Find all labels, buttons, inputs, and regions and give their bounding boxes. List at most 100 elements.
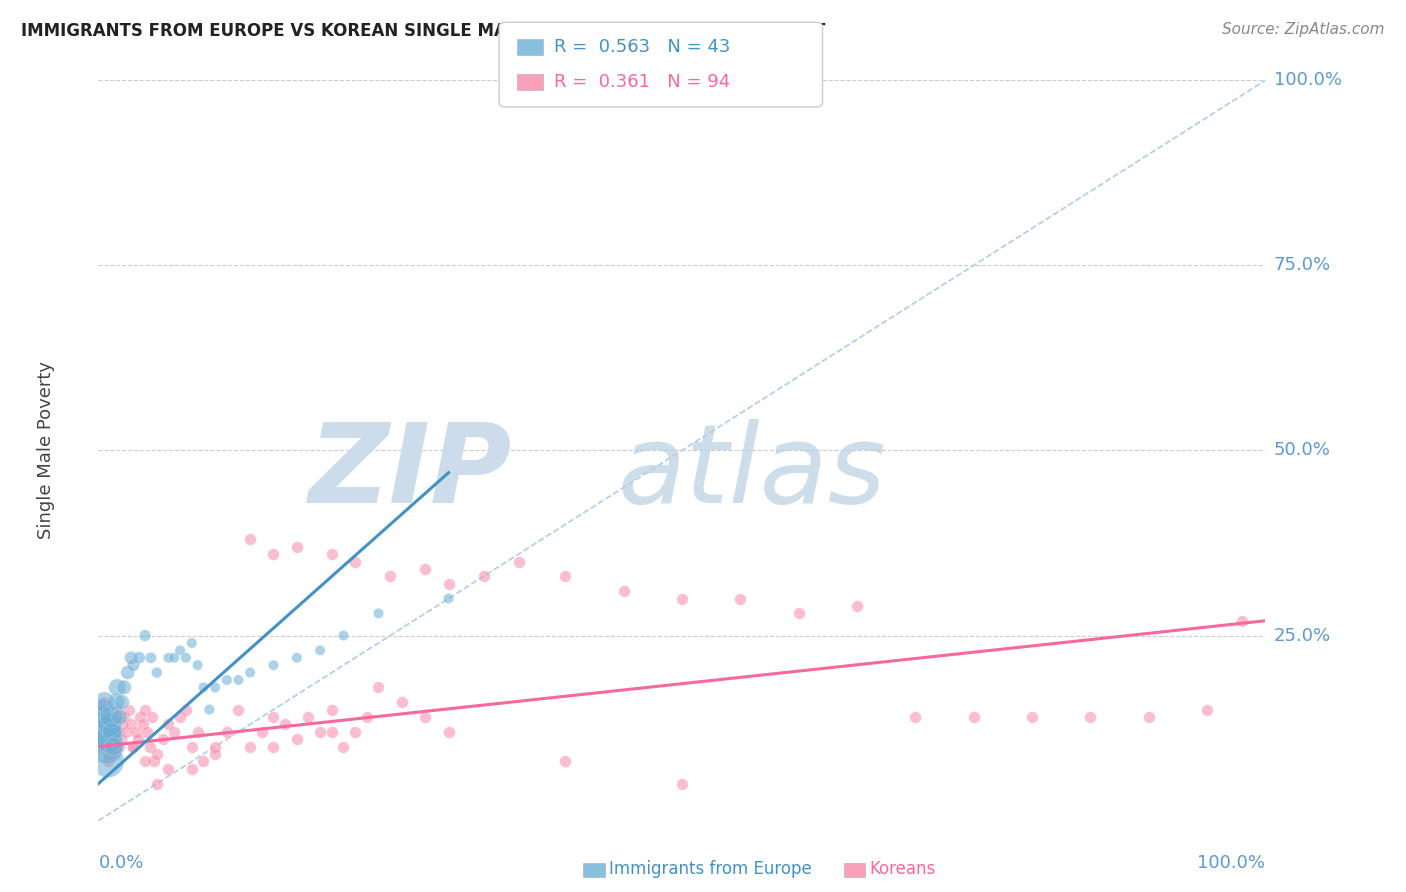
Point [90, 739, 112, 754]
Point [239, 533, 262, 547]
Point [163, 650, 186, 665]
Point [134, 703, 156, 717]
Point [193, 681, 215, 695]
Point [98, 717, 121, 731]
Point [262, 739, 284, 754]
Point [129, 710, 152, 724]
Point [187, 724, 209, 739]
Point [93, 695, 115, 709]
Point [174, 650, 197, 665]
Point [180, 739, 202, 754]
Point [204, 681, 226, 695]
Point [332, 739, 354, 754]
Point [309, 724, 332, 739]
Point [97, 755, 120, 769]
Point [146, 776, 169, 791]
Point [321, 703, 343, 717]
Point [262, 710, 284, 724]
Point [228, 673, 250, 687]
Point [215, 724, 238, 739]
Point [122, 739, 145, 754]
Point [321, 547, 343, 561]
Point [193, 755, 215, 769]
Point [391, 695, 413, 709]
Point [120, 717, 142, 731]
Text: 100.0%: 100.0% [1198, 854, 1265, 872]
Point [285, 540, 308, 554]
Point [169, 710, 191, 724]
Point [297, 710, 319, 724]
Point [104, 695, 127, 709]
Point [97, 732, 120, 747]
Point [846, 599, 869, 613]
Point [250, 724, 273, 739]
Point [101, 724, 124, 739]
Point [187, 658, 209, 673]
Point [356, 710, 378, 724]
Point [262, 658, 284, 673]
Point [613, 584, 636, 599]
Text: 100.0%: 100.0% [1274, 71, 1341, 89]
Point [89, 724, 111, 739]
Point [90, 703, 112, 717]
Point [98, 732, 121, 747]
Point [180, 762, 202, 776]
Point [90, 710, 112, 724]
Point [332, 628, 354, 642]
Point [111, 717, 134, 731]
Text: IMMIGRANTS FROM EUROPE VS KOREAN SINGLE MALE POVERTY CORRELATION CHART: IMMIGRANTS FROM EUROPE VS KOREAN SINGLE … [21, 22, 825, 40]
Point [285, 732, 308, 747]
Point [101, 724, 124, 739]
Point [100, 710, 122, 724]
Point [146, 747, 169, 761]
Point [97, 747, 120, 761]
Point [198, 703, 221, 717]
Point [103, 747, 125, 761]
Point [111, 695, 134, 709]
Point [110, 732, 132, 747]
Text: Single Male Poverty: Single Male Poverty [37, 361, 55, 540]
Point [146, 665, 169, 680]
Point [122, 658, 145, 673]
Point [134, 628, 156, 642]
Point [107, 724, 129, 739]
Point [120, 650, 142, 665]
Point [437, 591, 460, 606]
Point [97, 755, 120, 769]
Text: 75.0%: 75.0% [1274, 256, 1331, 275]
Point [274, 717, 297, 731]
Text: Source: ZipAtlas.com: Source: ZipAtlas.com [1222, 22, 1385, 37]
Point [157, 717, 180, 731]
Point [554, 755, 576, 769]
Point [127, 732, 149, 747]
Text: R =  0.563   N = 43: R = 0.563 N = 43 [554, 38, 730, 56]
Point [141, 710, 163, 724]
Point [321, 724, 343, 739]
Point [228, 703, 250, 717]
Point [112, 710, 135, 724]
Point [962, 710, 984, 724]
Point [215, 673, 238, 687]
Text: Immigrants from Europe: Immigrants from Europe [609, 860, 811, 878]
Point [204, 747, 226, 761]
Point [180, 636, 202, 650]
Point [108, 710, 131, 724]
Point [93, 695, 115, 709]
Point [367, 681, 389, 695]
Point [115, 724, 138, 739]
Point [103, 739, 125, 754]
Point [508, 555, 530, 569]
Point [169, 643, 191, 657]
Point [157, 650, 180, 665]
Point [787, 607, 810, 621]
Point [239, 739, 262, 754]
Point [134, 755, 156, 769]
Point [136, 724, 159, 739]
Point [239, 665, 262, 680]
Point [105, 681, 128, 695]
Point [125, 724, 148, 739]
Point [904, 710, 927, 724]
Point [122, 739, 145, 754]
Point [262, 547, 284, 561]
Point [94, 724, 117, 739]
